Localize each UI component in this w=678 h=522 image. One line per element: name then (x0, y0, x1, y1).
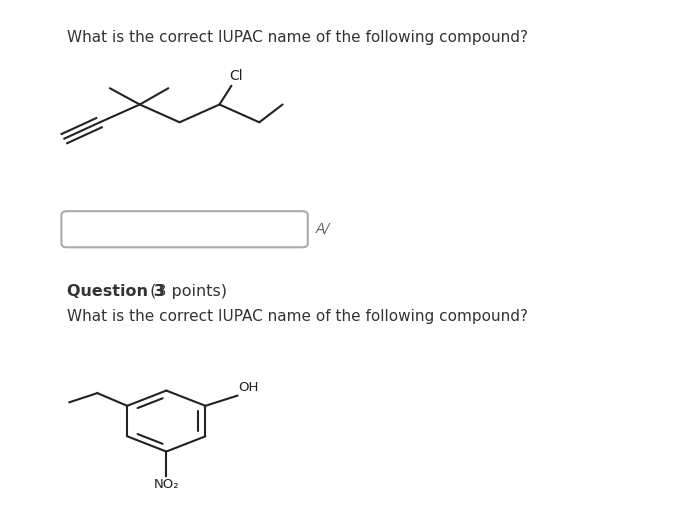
Text: (3 points): (3 points) (145, 284, 227, 299)
Text: A/: A/ (316, 222, 330, 236)
Text: What is the correct IUPAC name of the following compound?: What is the correct IUPAC name of the fo… (66, 309, 527, 324)
Text: Question 3: Question 3 (66, 284, 165, 299)
Text: NO₂: NO₂ (153, 478, 179, 491)
Text: OH: OH (239, 381, 259, 394)
Text: What is the correct IUPAC name of the following compound?: What is the correct IUPAC name of the fo… (66, 30, 527, 45)
Text: Cl: Cl (229, 69, 243, 83)
FancyBboxPatch shape (62, 211, 308, 247)
